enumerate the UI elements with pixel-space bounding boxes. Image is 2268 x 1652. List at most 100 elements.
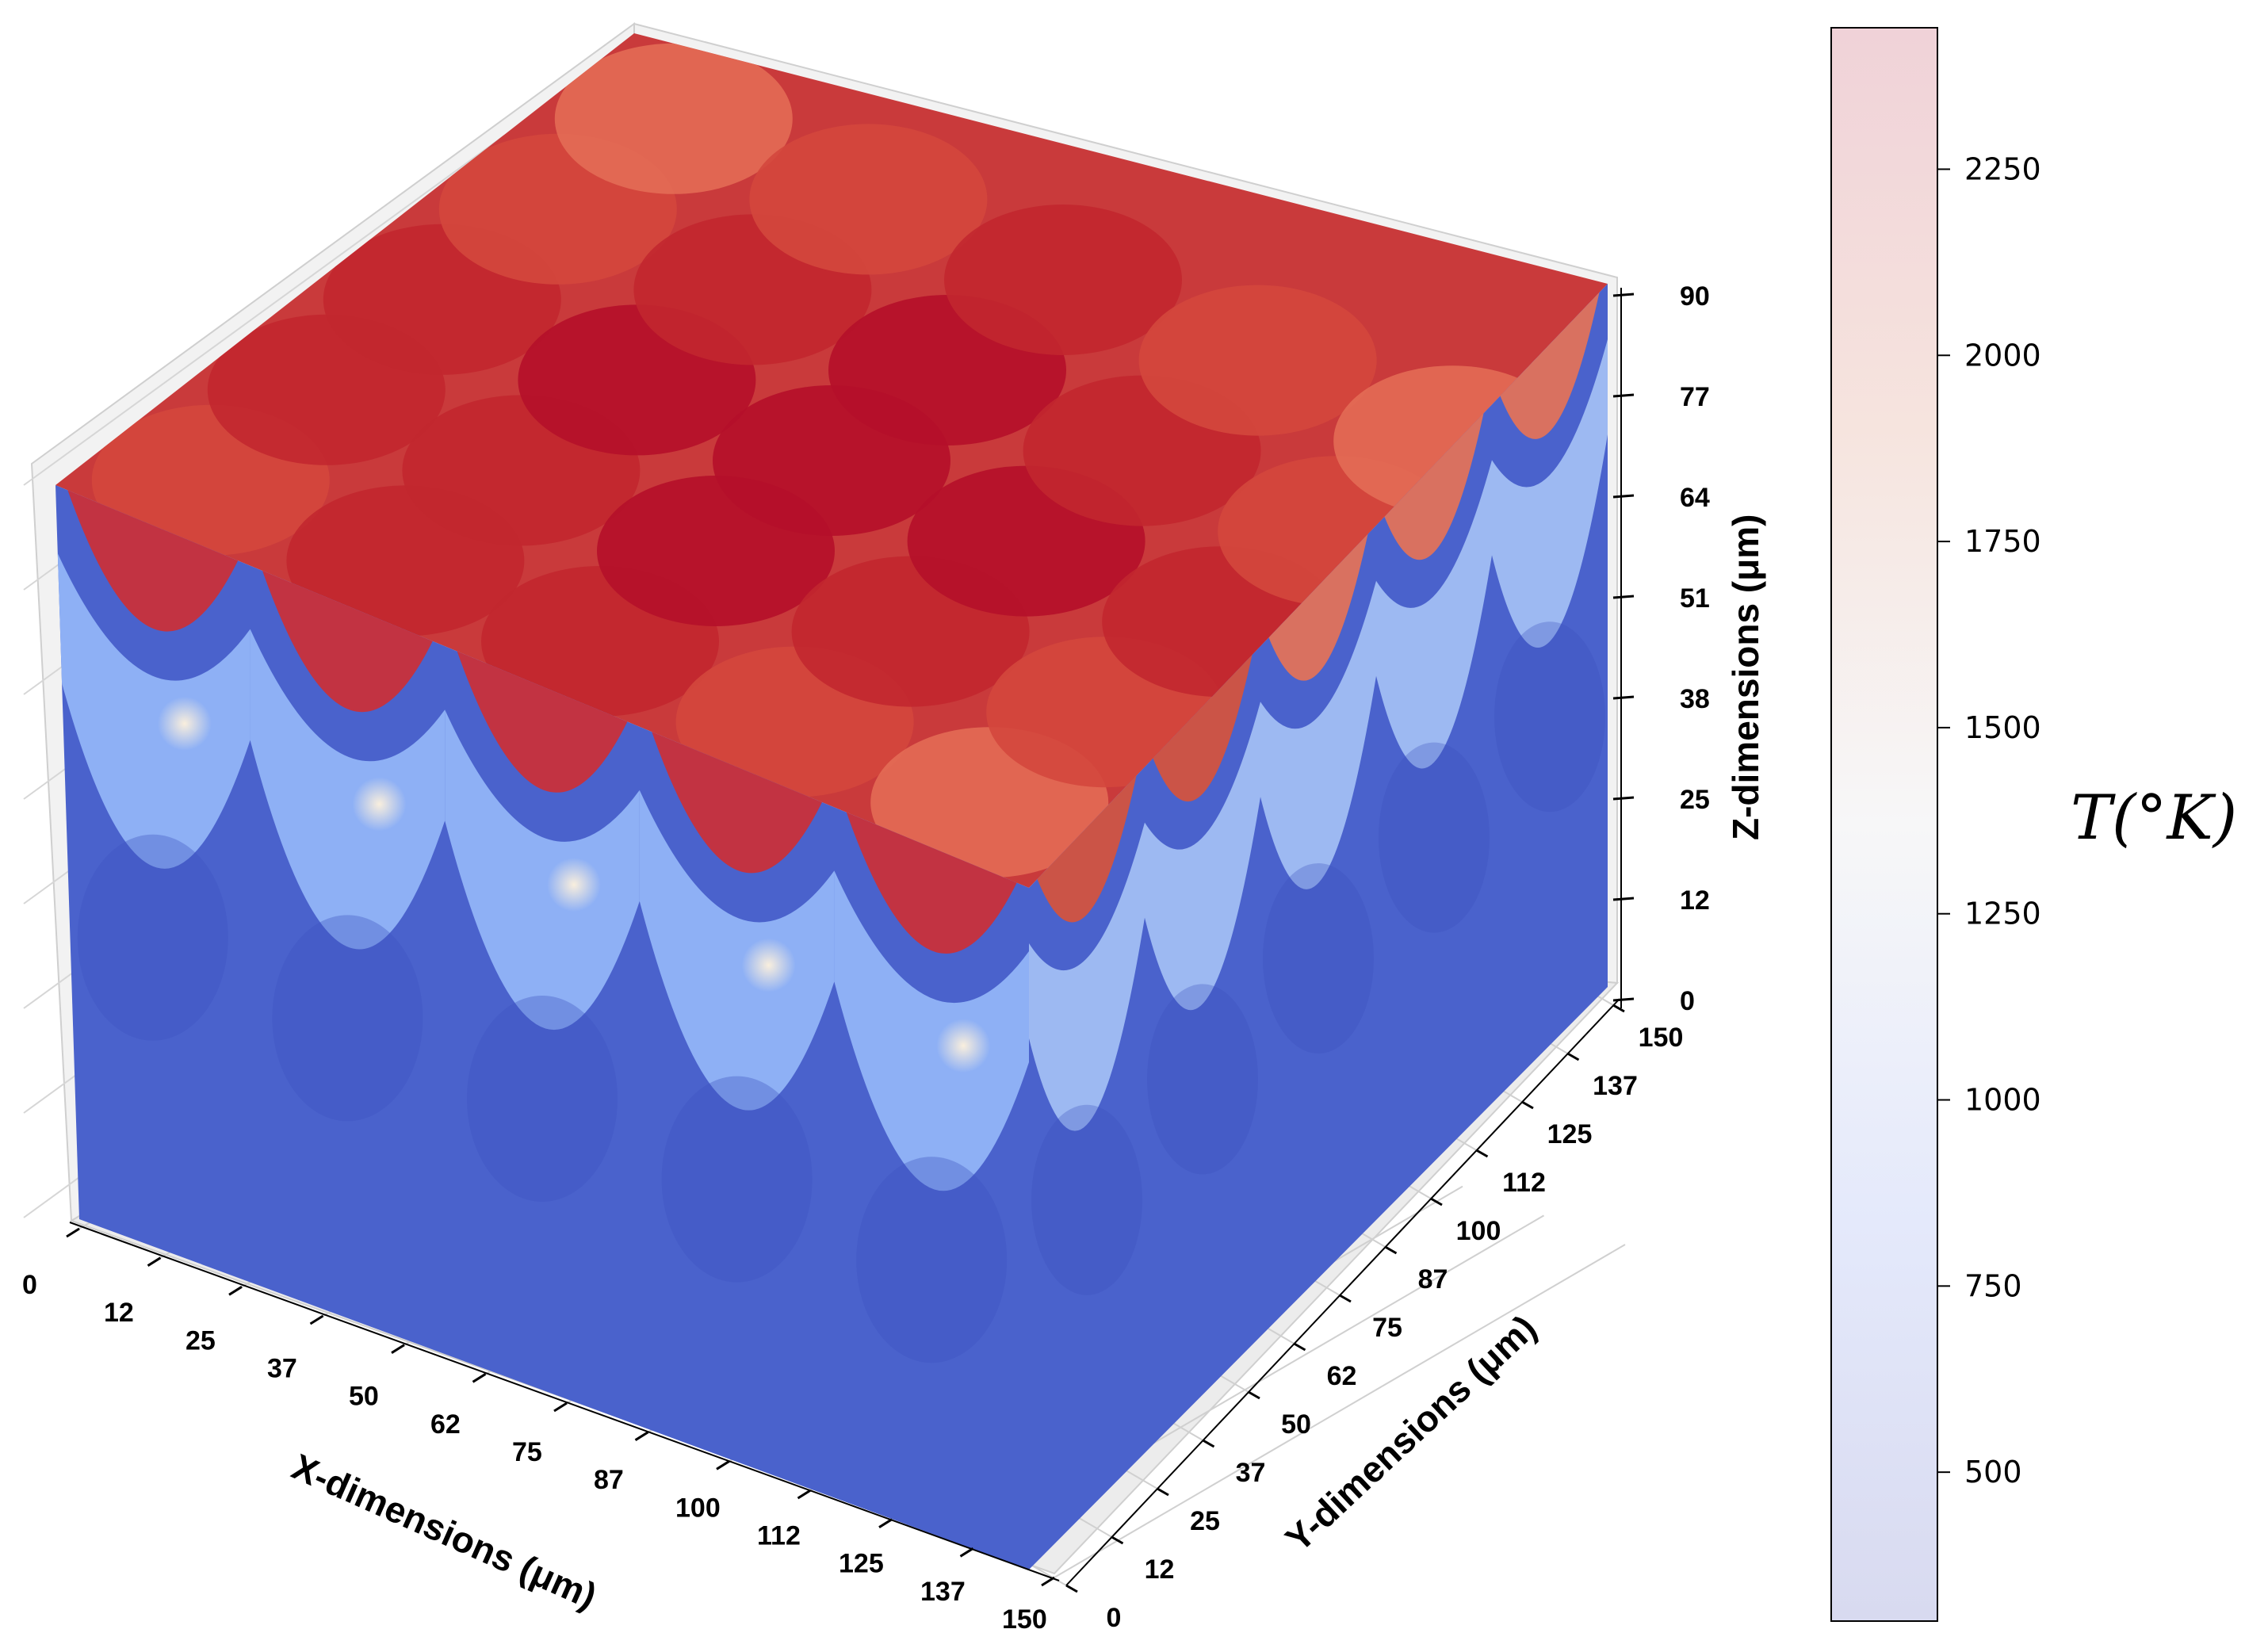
melt-pool-shade	[661, 1076, 813, 1283]
colorbar-tick-label: 2000	[1964, 338, 2041, 373]
melt-pool-shade	[77, 834, 228, 1041]
hotspot-glow	[352, 777, 407, 832]
melt-pool-shade	[856, 1157, 1008, 1363]
hotspot-glow	[547, 858, 601, 912]
z-axis-label: Z-dimensions (μm)	[1725, 514, 1766, 840]
x-tick-mark	[472, 1373, 487, 1383]
y-tick-label: 37	[1236, 1458, 1266, 1488]
z-tick-mark	[1612, 595, 1635, 599]
melt-pool-middle-layer	[445, 709, 640, 1031]
melt-pool-top-cap	[749, 124, 988, 275]
x-tick-mark	[553, 1402, 568, 1413]
x-tick-mark	[66, 1227, 80, 1238]
colorbar-tick-label: 2250	[1964, 151, 2041, 186]
y-tick-label: 62	[1327, 1361, 1357, 1391]
melt-pool-middle-layer	[834, 870, 1029, 1191]
x-tick-label: 137	[920, 1577, 966, 1607]
x-tick-mark	[797, 1489, 812, 1500]
y-tick-mark	[1384, 1245, 1398, 1255]
z-tick-mark	[1612, 997, 1635, 1002]
y-tick-label: 0	[1107, 1603, 1122, 1633]
melt-pool-top-cap	[944, 205, 1182, 355]
colorbar-tick-label: 1500	[1964, 710, 2041, 745]
z-tick-label: 38	[1680, 684, 1710, 714]
y-tick-label: 150	[1639, 1023, 1684, 1053]
y-tick-label: 12	[1145, 1554, 1175, 1585]
grid-line-x	[1054, 1244, 1626, 1578]
x-tick-mark	[634, 1431, 649, 1441]
x-axis-label: X-dimensions (μm)	[286, 1446, 602, 1617]
z-tick-mark	[1612, 897, 1635, 901]
colorbar: 500 750 1000 1250 1500 1750 2000 2250 T(°K)	[1830, 27, 2237, 1622]
z-tick-mark	[1612, 695, 1635, 700]
y-tick-mark	[1475, 1149, 1489, 1158]
y-tick-mark	[1566, 1052, 1580, 1061]
y-tick-label: 137	[1593, 1071, 1638, 1101]
x-tick-label: 25	[185, 1325, 216, 1356]
y-tick-label: 112	[1502, 1168, 1546, 1198]
colorbar-tick-label: 500	[1964, 1455, 2022, 1489]
x-tick-label: 50	[349, 1382, 379, 1412]
y-tick-label: 75	[1372, 1313, 1402, 1343]
colorbar-bar	[1830, 27, 1938, 1622]
y-tick-label: 25	[1190, 1506, 1220, 1536]
y-tick-label: 50	[1281, 1409, 1311, 1440]
melt-pool-shade	[1494, 621, 1605, 813]
z-tick-label: 12	[1680, 885, 1710, 916]
y-tick-mark	[1248, 1390, 1260, 1400]
x-tick-mark	[716, 1460, 730, 1470]
z-tick-mark	[1612, 796, 1635, 801]
melt-pool-top-cap	[554, 43, 793, 194]
colorbar-tick-label: 1750	[1964, 524, 2041, 559]
melt-pool-shade	[1379, 742, 1490, 933]
melt-pool-shade	[1263, 863, 1374, 1054]
melt-pool-middle-layer	[1029, 822, 1145, 1131]
z-tick-mark	[1612, 494, 1635, 499]
y-tick-label: 125	[1547, 1119, 1593, 1149]
x-tick-mark	[309, 1314, 324, 1325]
x-tick-label: 12	[104, 1298, 134, 1328]
y-tick-mark	[1293, 1342, 1306, 1352]
x-tick-mark	[959, 1547, 974, 1558]
z-tick-label: 64	[1680, 483, 1710, 513]
melt-pool-middle-layer	[1260, 580, 1376, 889]
melt-pool-middle-layer	[1145, 702, 1260, 1011]
y-tick-label: 87	[1418, 1264, 1448, 1294]
melt-pool-shade	[1147, 984, 1258, 1175]
x-tick-label: 37	[267, 1354, 297, 1384]
melt-pool-shade	[467, 996, 618, 1202]
melt-pool-top-cap	[1138, 285, 1377, 436]
x-tick-label: 75	[512, 1437, 542, 1467]
y-tick-mark	[1430, 1197, 1443, 1206]
melt-pool-middle-layer	[55, 549, 251, 869]
y-tick-mark	[1612, 1004, 1625, 1013]
hotspot-glow	[741, 938, 796, 992]
y-axis-label: Y-dimensions (μm)	[1277, 1307, 1543, 1560]
y-tick-mark	[1339, 1294, 1352, 1303]
y-tick-mark	[1065, 1584, 1078, 1593]
colorbar-tick-label: 1000	[1964, 1083, 2041, 1118]
y-tick-mark	[1521, 1100, 1534, 1110]
z-tick-label: 25	[1680, 785, 1710, 815]
voxel-body	[55, 33, 1608, 1570]
x-tick-label: 62	[430, 1409, 461, 1440]
x-tick-label: 150	[1002, 1604, 1047, 1635]
melt-pool-middle-layer	[1492, 339, 1608, 648]
colorbar-tick-label: 1250	[1964, 897, 2041, 931]
melt-pool-middle-layer	[639, 790, 835, 1111]
hotspot-glow	[936, 1019, 991, 1073]
x-tick-label: 0	[22, 1270, 37, 1300]
z-tick-label: 77	[1680, 382, 1710, 412]
x-tick-label: 112	[757, 1521, 801, 1551]
x-tick-mark	[878, 1518, 893, 1528]
x-tick-label: 125	[839, 1549, 884, 1579]
x-tick-label: 87	[594, 1465, 624, 1495]
z-tick-mark	[1612, 393, 1635, 398]
x-tick-label: 100	[675, 1493, 721, 1523]
melt-pool-middle-layer	[250, 629, 446, 950]
melt-pool-shade	[272, 915, 423, 1122]
melt-pool-middle-layer	[1376, 460, 1492, 769]
y-tick-mark	[1111, 1535, 1124, 1545]
